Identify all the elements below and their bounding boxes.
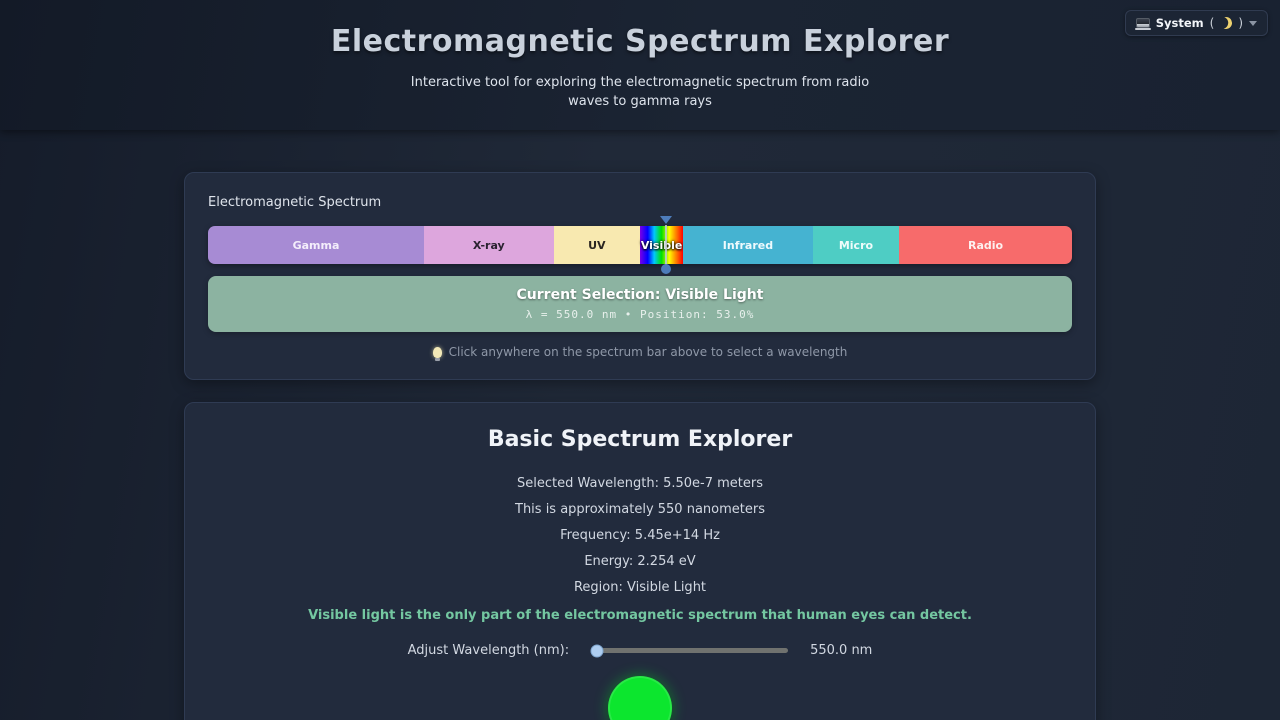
spectrum-segment-visible[interactable]: Visible [639,226,684,264]
wavelength-slider-row: Adjust Wavelength (nm): 550.0 nm [208,643,1072,658]
wavelength-slider-label: Adjust Wavelength (nm): [407,643,570,658]
explorer-card-title: Basic Spectrum Explorer [487,427,793,452]
theme-toggle-label: System [1155,16,1204,30]
spectrum-bar-wrap: Gamma X-ray UV Visible Infrared Micro Radio [208,216,1072,274]
page-title: Electromagnetic Spectrum Explorer [330,24,950,59]
spectrum-card: Electromagnetic Spectrum Gamma X-ray UV Vis… [184,172,1096,380]
energy-line: Energy: 2.254 eV [584,554,696,569]
spectrum-segment-radio[interactable]: Radio [899,226,1072,264]
spectrum-segment-micro[interactable]: Micro [812,226,900,264]
hint-row: Click anywhere on the spectrum bar above… [208,345,1072,361]
laptop-icon [1134,18,1151,30]
current-selection-box: Current Selection: Visible Light λ = 550… [208,276,1072,332]
explorer-card: Basic Spectrum Explorer Selected Wavelen… [184,402,1096,720]
wavelength-slider[interactable] [590,644,789,657]
mode-paren-close: ) [1238,16,1243,30]
page-header: Electromagnetic Spectrum Explorer Intera… [0,0,1280,130]
spectrum-segment-infrared[interactable]: Infrared [683,226,813,264]
selected-wavelength-line: Selected Wavelength: 5.50e-7 meters [516,476,764,491]
current-selection-details: λ = 550.0 nm • Position: 53.0% [525,308,755,321]
spectrum-segment-gamma[interactable]: Gamma [208,226,424,264]
spectrum-segment-x-ray[interactable]: X-ray [424,226,554,264]
page-subtitle: Interactive tool for exploring the elect… [410,75,870,109]
wavelength-color-swatch [608,676,672,720]
spectrum-bar[interactable]: Gamma X-ray UV Visible Infrared Micro Radio [208,226,1072,264]
wavelength-slider-thumb[interactable] [590,644,604,657]
mode-paren-open: ( [1209,16,1215,30]
marker-dot-icon [660,264,671,274]
hint-text: Click anywhere on the spectrum bar above… [448,345,848,359]
region-line: Region: Visible Light [573,580,707,595]
theme-toggle-button[interactable]: System ( ) [1124,10,1268,36]
spectrum-card-label: Electromagnetic Spectrum [208,195,382,210]
moon-icon [1219,15,1234,30]
marker-triangle-icon [659,216,672,224]
spectrum-segment-uv[interactable]: UV [553,226,640,264]
wavelength-slider-value: 550.0 nm [810,643,873,658]
caret-down-icon [1249,20,1257,26]
frequency-line: Frequency: 5.45e+14 Hz [560,528,720,543]
current-selection-title: Current Selection: Visible Light [516,287,764,303]
region-highlight-text: Visible light is the only part of the el… [308,608,972,623]
nanometers-line: This is approximately 550 nanometers [515,502,765,517]
lightbulb-icon [432,346,442,361]
